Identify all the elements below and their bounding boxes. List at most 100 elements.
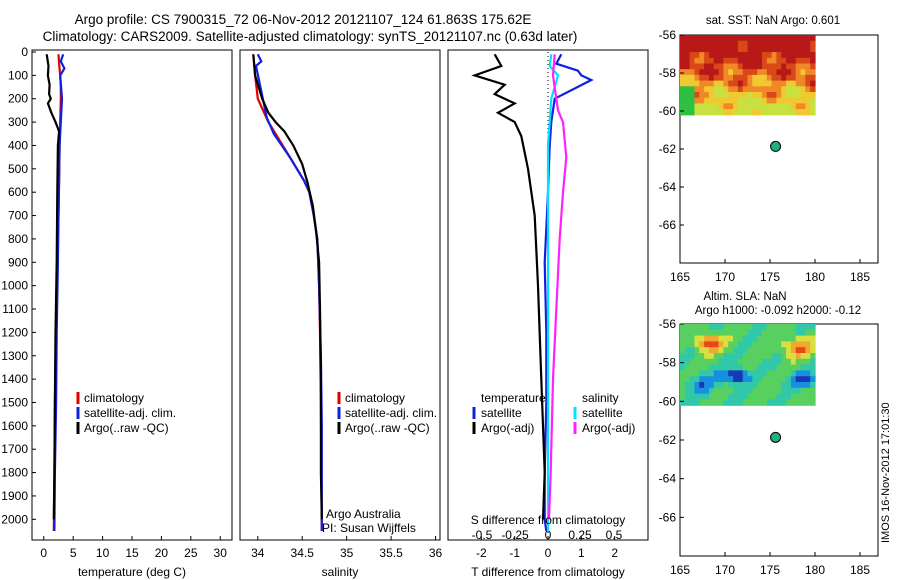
- field-cell: [790, 103, 797, 110]
- depth-tick-label: 400: [8, 138, 28, 152]
- lat-tick-label: -66: [659, 218, 677, 232]
- field-cell: [694, 74, 700, 82]
- field-cell: [733, 69, 739, 76]
- x-tick-label: 0: [40, 546, 47, 560]
- lat-tick-label: -56: [659, 28, 677, 42]
- field-cell: [704, 393, 710, 400]
- depth-tick-label: 1500: [1, 395, 28, 409]
- field-cell: [810, 57, 816, 65]
- field-cell: [704, 329, 710, 337]
- field-cell: [680, 109, 686, 116]
- field-cell: [752, 382, 758, 389]
- field-cell: [752, 97, 758, 104]
- field-cell: [689, 324, 696, 331]
- field-cell: [680, 63, 686, 70]
- field-cell: [704, 387, 710, 395]
- field-cell: [805, 370, 811, 377]
- field-cell: [718, 341, 724, 348]
- field-cell: [733, 46, 739, 53]
- field-cell: [733, 358, 739, 366]
- field-cell: [761, 324, 768, 331]
- field-cell: [766, 324, 773, 331]
- depth-tick-label: 1300: [1, 349, 28, 363]
- field-cell: [810, 69, 816, 76]
- field-cell: [680, 74, 686, 82]
- field-cell: [733, 35, 739, 42]
- field-cell: [795, 341, 802, 348]
- field-cell: [757, 353, 763, 360]
- legend-sal-argo-label: Argo(-adj): [582, 421, 635, 435]
- depth-tick-label: 600: [8, 185, 28, 199]
- field-cell: [795, 40, 802, 47]
- field-cell: [723, 370, 729, 377]
- field-cell: [723, 329, 729, 337]
- field-cell: [761, 393, 768, 400]
- field-cell: [805, 364, 811, 371]
- field-cell: [728, 74, 734, 82]
- field-cell: [781, 52, 787, 59]
- field-cell: [733, 86, 739, 93]
- depth-tick-label: 1600: [1, 419, 28, 433]
- field-cell: [800, 370, 806, 377]
- field-cell: [781, 46, 787, 53]
- field-cell: [713, 103, 720, 110]
- field-cell: [800, 399, 806, 406]
- field-cell: [810, 329, 816, 337]
- field-cell: [747, 341, 753, 348]
- field-cell: [786, 52, 792, 59]
- field-cell: [684, 364, 691, 371]
- field-cell: [704, 103, 710, 110]
- field-cell: [699, 353, 705, 360]
- field-cell: [786, 109, 792, 116]
- field-cell: [713, 69, 720, 76]
- field-cell: [757, 97, 763, 104]
- field-cell: [761, 341, 768, 348]
- field-cell: [737, 399, 744, 406]
- field-cell: [786, 40, 792, 47]
- field-cell: [766, 358, 773, 366]
- field-cell: [805, 57, 811, 65]
- field-cell: [737, 69, 744, 76]
- field-cell: [805, 382, 811, 389]
- lon-tick-label: 170: [715, 563, 735, 577]
- field-cell: [795, 329, 802, 337]
- field-cell: [733, 353, 739, 360]
- lon-tick-label: 185: [850, 270, 870, 284]
- field-cell: [747, 324, 753, 331]
- field-cell: [708, 353, 715, 360]
- field-cell: [795, 358, 802, 366]
- field-cell: [718, 92, 724, 99]
- field-cell: [795, 387, 802, 395]
- field-cell: [694, 376, 700, 383]
- field-cell: [708, 46, 715, 53]
- lat-tick-label: -64: [659, 180, 677, 194]
- field-cell: [723, 80, 729, 87]
- field-cell: [680, 341, 686, 348]
- field-cell: [704, 35, 710, 42]
- imos-timestamp-stamp: IMOS 16-Nov-2012 17:01:30: [880, 402, 892, 543]
- field-cell: [742, 358, 749, 366]
- field-cell: [728, 40, 734, 47]
- field-cell: [737, 335, 744, 342]
- field-cell: [786, 341, 792, 348]
- field-cell: [728, 370, 734, 377]
- field-cell: [699, 387, 705, 395]
- field-cell: [757, 109, 763, 116]
- x-tick-label: 34.5: [291, 546, 315, 560]
- field-cell: [684, 92, 691, 99]
- field-cell: [800, 52, 806, 59]
- field-cell: [742, 92, 749, 99]
- field-cell: [795, 46, 802, 53]
- legend-temp-argo-label: Argo(-adj): [481, 421, 534, 435]
- depth-tick-label: 1900: [1, 489, 28, 503]
- field-cell: [761, 364, 768, 371]
- field-cell: [723, 387, 729, 395]
- legend-salinity-title: salinity: [582, 391, 619, 405]
- field-cell: [699, 74, 705, 82]
- lon-tick-label: 180: [805, 270, 825, 284]
- series-line-satellite-adj-clim-: [53, 53, 66, 532]
- field-cell: [771, 40, 778, 47]
- field-cell: [742, 103, 749, 110]
- field-cell: [766, 399, 773, 406]
- field-cell: [718, 74, 724, 82]
